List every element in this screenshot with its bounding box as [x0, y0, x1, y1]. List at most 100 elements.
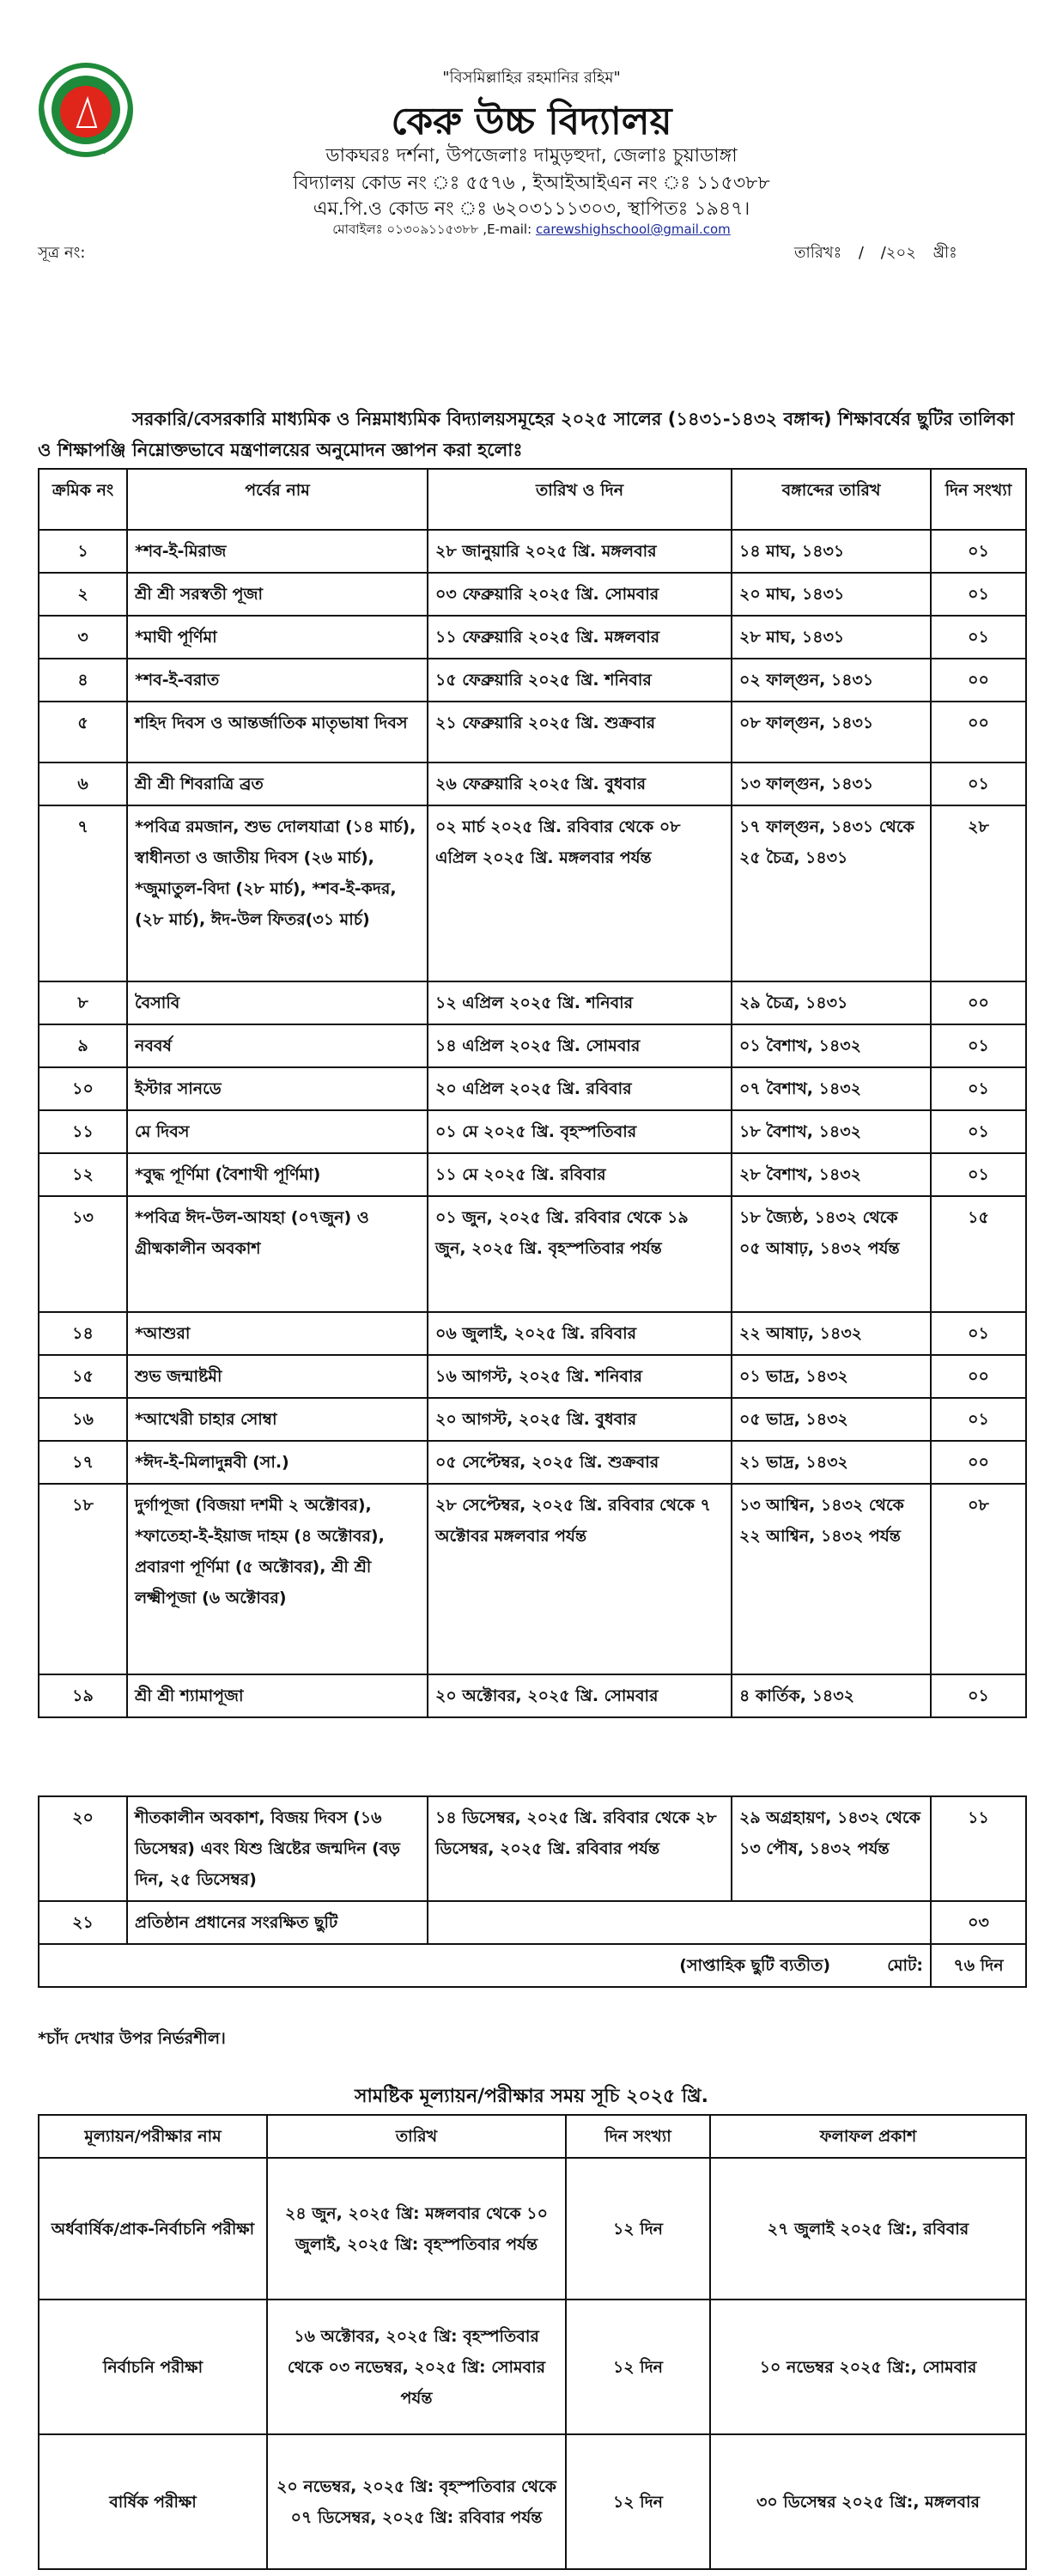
cell-bangla-date: ০৫ ভাদ্র, ১৪৩২ [731, 1397, 932, 1442]
cell-festival: শহিদ দিবস ও আন্তর্জাতিক মাতৃভাষা দিবস [126, 701, 428, 763]
cell-festival: *শব-ই-বরাত [126, 658, 428, 702]
cell-date-day: ০১ মে ২০২৫ খ্রি. বৃহস্পতিবার [427, 1109, 732, 1154]
cell-bangla-date: ২৮ মাঘ, ১৪৩১ [731, 615, 932, 659]
cell-bangla-date: ৪ কার্তিক, ১৪৩২ [731, 1674, 932, 1718]
total-note: (সাপ্তাহিক ছুটি ব্যতীত) [679, 1956, 831, 1975]
cell-day-count: ০১ [930, 1397, 1027, 1442]
table-row: ৮ বৈসাবি ১২ এপ্রিল ২০২৫ খ্রি. শনিবার ২৯ চৈত… [38, 981, 1027, 1025]
cell-bangla-date: ২০ মাঘ, ১৪৩১ [731, 572, 932, 617]
cell-bangla-date: ০৭ বৈশাখ, ১৪৩২ [731, 1066, 932, 1111]
cell-exam-date: ২৪ জুন, ২০২৫ খ্রি: মঙ্গলবার থেকে ১০ জুলা… [266, 2157, 567, 2300]
cell-date-day: ১৪ এপ্রিল ২০২৫ খ্রি. সোমবার [427, 1024, 732, 1068]
cell-day-count: ০১ [930, 572, 1027, 617]
footnote: *চাঁদ দেখার উপর নির্ভরশীল। [38, 2029, 226, 2048]
school-logo [39, 63, 133, 157]
cell-bangla-date: ২১ ভাদ্র, ১৪৩২ [731, 1440, 932, 1485]
cell-day-count: ১৫ [930, 1195, 1027, 1313]
cell-day-count: ০১ [930, 1066, 1027, 1111]
cell-serial: ৯ [38, 1024, 128, 1068]
cell-bangla-date: ১৮ বৈশাখ, ১৪৩২ [731, 1109, 932, 1154]
cell-festival: ইস্টার সানডে [126, 1066, 428, 1111]
header-exam-name: মূল্যায়ন/পরীক্ষার নাম [38, 2114, 268, 2159]
holiday-table-continued: ২০ শীতকালীন অবকাশ, বিজয় দিবস (১৬ ডিসেম্ব… [38, 1795, 1027, 1988]
cell-festival: দুর্গাপূজা (বিজয়া দশমী ২ অক্টোবর), *ফাত… [126, 1483, 428, 1675]
header-day-count: দিন সংখ্যা [930, 468, 1027, 531]
reference-number-label: সূত্র নং: [38, 244, 86, 262]
cell-bangla-date: ০২ ফাল্গুন, ১৪৩১ [731, 658, 932, 702]
cell-exam-days: ১২ দিন [565, 2433, 711, 2570]
mpo-code: এম.পি.ও কোড নং ঃ ৬২০৩১১১৩০৩, স্থাপিতঃ ১৯… [313, 198, 750, 220]
table-header-row: ক্রমিক নং পর্বের নাম তারিখ ও দিন বঙ্গাব্… [38, 468, 1027, 531]
cell-date-day: ২৮ সেপ্টেম্বর, ২০২৫ খ্রি. রবিবার থেকে ৭ … [427, 1483, 732, 1675]
cell-bangla-date: ২৯ চৈত্র, ১৪৩১ [731, 981, 932, 1025]
table-row: ১ *শব-ই-মিরাজ ২৮ জানুয়ারি ২০২৫ খ্রি. মঙ্গ… [38, 529, 1027, 574]
header-date: তারিখ [266, 2114, 567, 2159]
header-date-day: তারিখ ও দিন [427, 468, 732, 531]
cell-bangla-date: ১৭ ফাল্গুন, ১৪৩১ থেকে ২৫ চৈত্র, ১৪৩১ [731, 805, 932, 982]
cell-bangla-date: ০১ ভাদ্র, ১৪৩২ [731, 1354, 932, 1399]
table-row: ১২ *বুদ্ধ পূর্ণিমা (বৈশাখী পূর্ণিমা) ১১ মে… [38, 1152, 1027, 1197]
cell-date-day: ১৫ ফেব্রুয়ারি ২০২৫ খ্রি. শনিবার [427, 658, 732, 702]
cell-festival: মে দিবস [126, 1109, 428, 1154]
cell-day-count: ০১ [930, 1152, 1027, 1197]
cell-festival: প্রতিষ্ঠান প্রধানের সংরক্ষিত ছুটি [126, 1900, 428, 1945]
cell-bangla-date: ২২ আষাঢ়, ১৪৩২ [731, 1311, 932, 1356]
cell-day-count: ২৮ [930, 805, 1027, 982]
header-bangla-date: বঙ্গাব্দের তারিখ [731, 468, 932, 531]
exam-schedule-table: মূল্যায়ন/পরীক্ষার নাম তারিখ দিন সংখ্যা … [38, 2114, 1027, 2570]
cell-day-count: ০১ [930, 529, 1027, 574]
cell-festival: *আশুরা [126, 1311, 428, 1356]
table-row: ৭ *পবিত্র রমজান, শুভ দোলযাত্রা (১৪ মার্চ)… [38, 805, 1027, 982]
cell-date-day: ১৪ ডিসেম্বর, ২০২৫ খ্রি. রবিবার থেকে ২৮ ড… [427, 1795, 732, 1902]
cell-serial: ১ [38, 529, 128, 574]
holiday-table: ক্রমিক নং পর্বের নাম তারিখ ও দিন বঙ্গাব্… [38, 468, 1027, 1718]
cell-serial: ৭ [38, 805, 128, 982]
cell-day-count: ০০ [930, 658, 1027, 702]
cell-serial: ১৯ [38, 1674, 128, 1718]
cell-festival: *বুদ্ধ পূর্ণিমা (বৈশাখী পূর্ণিমা) [126, 1152, 428, 1197]
cell-date-day: ০১ জুন, ২০২৫ খ্রি. রবিবার থেকে ১৯ জুন, ২… [427, 1195, 732, 1313]
cell-serial: ১৭ [38, 1440, 128, 1485]
cell-serial: ১৩ [38, 1195, 128, 1313]
cell-result-date: ৩০ ডিসেম্বর ২০২৫ খ্রি:, মঙ্গলবার [709, 2433, 1027, 2570]
cell-date-day: ১১ ফেব্রুয়ারি ২০২৫ খ্রি. মঙ্গলবার [427, 615, 732, 659]
cell-serial: ১০ [38, 1066, 128, 1111]
exam-schedule-title: সামষ্টিক মূল্যায়ন/পরীক্ষার সময় সূচি ২০… [354, 2086, 709, 2107]
cell-date-day: ০৫ সেপ্টেম্বর, ২০২৫ খ্রি. শুক্রবার [427, 1440, 732, 1485]
cell-festival: শ্রী শ্রী শিবরাত্রি ব্রত [126, 762, 428, 806]
cell-festival: নববর্ষ [126, 1024, 428, 1068]
table-row: ১৮ দুর্গাপূজা (বিজয়া দশমী ২ অক্টোবর), *ফ… [38, 1483, 1027, 1675]
cell-day-count: ০৩ [930, 1900, 1027, 1945]
cell-festival: শ্রী শ্রী শ্যামাপূজা [126, 1674, 428, 1718]
cell-day-count: ০১ [930, 762, 1027, 806]
cell-day-count: ০১ [930, 1024, 1027, 1068]
table-row: ৯ নববর্ষ ১৪ এপ্রিল ২০২৫ খ্রি. সোমবার ০১ বৈশ… [38, 1024, 1027, 1068]
intro-paragraph: সরকারি/বেসরকারি মাধ্যমিক ও নিম্নমাধ্যমিক… [38, 409, 1015, 460]
cell-day-count: ১১ [930, 1795, 1027, 1902]
cell-date-day: ০২ মার্চ ২০২৫ খ্রি. রবিবার থেকে ০৮ এপ্রি… [427, 805, 732, 982]
cell-bangla-date: ১৮ জ্যৈষ্ঠ, ১৪৩২ থেকে ০৫ আষাঢ়, ১৪৩২ পর্… [731, 1195, 932, 1313]
cell-serial: ৬ [38, 762, 128, 806]
cell-bangla-date: ২৮ বৈশাখ, ১৪৩২ [731, 1152, 932, 1197]
cell-bangla-date: ১৪ মাঘ, ১৪৩১ [731, 529, 932, 574]
cell-bangla-date: ১৩ ফাল্গুন, ১৪৩১ [731, 762, 932, 806]
cell-day-count: ০১ [930, 615, 1027, 659]
cell-date-day: ২৮ জানুয়ারি ২০২৫ খ্রি. মঙ্গলবার [427, 529, 732, 574]
header-serial: ক্রমিক নং [38, 468, 128, 531]
total-row: (সাপ্তাহিক ছুটি ব্যতীত) মোট: ৭৬ দিন [38, 1943, 1027, 1988]
cell-date-day: ২৬ ফেব্রুয়ারি ২০২৫ খ্রি. বুধবার [427, 762, 732, 806]
cell-serial: ২০ [38, 1795, 128, 1902]
phone: মোবাইলঃ ০১৩০৯১১৫৩৮৮ ,E-mail: [332, 222, 536, 237]
cell-day-count: ০০ [930, 1354, 1027, 1399]
table-row: ১০ ইস্টার সানডে ২০ এপ্রিল ২০২৫ খ্রি. রবিবা… [38, 1066, 1027, 1111]
table-row: ১৭ *ঈদ-ই-মিলাদুন্নবী (সা.) ০৫ সেপ্টেম্বর, … [38, 1440, 1027, 1485]
cell-festival: শ্রী শ্রী সরস্বতী পূজা [126, 572, 428, 617]
table-row: অর্ধবার্ষিক/প্রাক-নির্বাচনি পরীক্ষা ২৪ জু… [38, 2157, 1027, 2300]
cell-date-day: ০৩ ফেব্রুয়ারি ২০২৫ খ্রি. সোমবার [427, 572, 732, 617]
cell-exam-name: নির্বাচনি পরীক্ষা [38, 2299, 268, 2435]
email-link[interactable]: carewshighschool@gmail.com [535, 222, 731, 237]
table-row: ২০ শীতকালীন অবকাশ, বিজয় দিবস (১৬ ডিসেম্ব… [38, 1795, 1027, 1902]
cell-serial: ৫ [38, 701, 128, 763]
cell-serial: ৩ [38, 615, 128, 659]
cell-serial: ২ [38, 572, 128, 617]
